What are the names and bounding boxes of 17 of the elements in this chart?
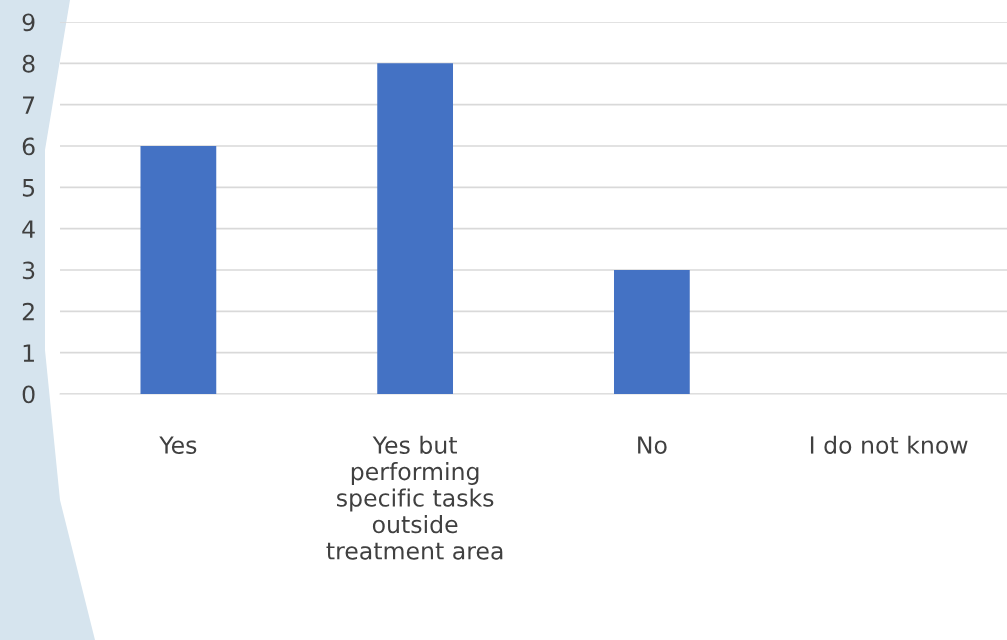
x-tick-label: Yes bbox=[159, 436, 197, 454]
y-tick-label: 9 bbox=[22, 13, 35, 32]
x-tick-label: Yes but performing specific tasks outside treatment area bbox=[326, 435, 503, 560]
bar bbox=[614, 270, 690, 394]
bar bbox=[140, 146, 217, 394]
y-tick-label: 8 bbox=[22, 54, 35, 73]
y-tick-label: 1 bbox=[23, 344, 34, 362]
y-tick-label: 7 bbox=[23, 96, 35, 114]
y-tick-label: 5 bbox=[22, 179, 35, 197]
y-tick-label: 4 bbox=[22, 220, 35, 238]
y-tick-label: 0 bbox=[22, 385, 35, 404]
y-tick-label: 3 bbox=[22, 261, 35, 280]
y-tick-label: 2 bbox=[22, 302, 34, 321]
x-tick-label: No bbox=[638, 436, 667, 454]
x-tick-label: I do not know bbox=[810, 435, 968, 454]
bar bbox=[377, 63, 454, 394]
y-tick-label: 6 bbox=[22, 137, 35, 156]
